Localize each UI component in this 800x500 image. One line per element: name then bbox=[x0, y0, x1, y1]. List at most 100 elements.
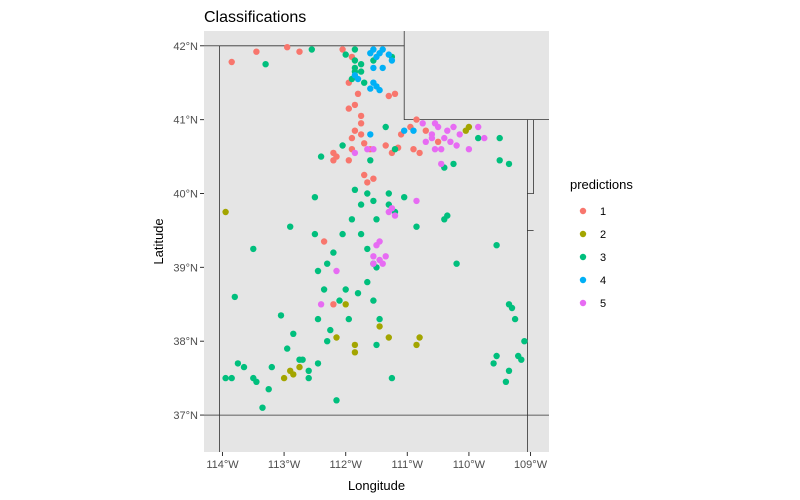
point-class-5 bbox=[382, 253, 389, 260]
point-class-4 bbox=[385, 51, 392, 58]
legend: predictions 1 2 3 4 5 bbox=[570, 177, 633, 310]
point-class-3 bbox=[521, 338, 528, 345]
point-class-5 bbox=[456, 131, 463, 138]
point-class-3 bbox=[277, 312, 285, 319]
point-class-3 bbox=[327, 326, 334, 334]
point-class-3 bbox=[413, 223, 420, 230]
point-class-2 bbox=[465, 123, 473, 131]
point-class-1 bbox=[330, 157, 337, 164]
x-tick-label: 109°W bbox=[514, 459, 548, 471]
legend-label-1: 1 bbox=[600, 206, 606, 218]
point-class-3 bbox=[376, 315, 383, 323]
y-axis: 37°N 38°N 39°N 40°N 41°N 42°N bbox=[173, 41, 204, 422]
legend-label-2: 2 bbox=[600, 229, 606, 241]
point-class-4 bbox=[410, 127, 417, 134]
point-class-3 bbox=[250, 245, 257, 253]
point-class-5 bbox=[438, 160, 445, 168]
point-class-3 bbox=[342, 51, 349, 58]
legend-label-3: 3 bbox=[600, 252, 606, 264]
point-class-5 bbox=[364, 146, 371, 153]
point-class-5 bbox=[450, 123, 457, 131]
point-class-5 bbox=[481, 134, 488, 142]
point-class-3 bbox=[320, 286, 328, 293]
legend-label-5: 5 bbox=[600, 298, 606, 310]
point-class-5 bbox=[441, 134, 448, 142]
point-class-5 bbox=[419, 120, 426, 127]
point-class-1 bbox=[339, 46, 346, 53]
point-class-5 bbox=[465, 146, 473, 153]
x-tick-label: 113°W bbox=[268, 459, 301, 471]
point-class-3 bbox=[339, 230, 346, 238]
point-class-2 bbox=[351, 341, 359, 349]
point-class-5 bbox=[413, 197, 420, 205]
point-class-3 bbox=[505, 160, 513, 168]
point-class-3 bbox=[330, 249, 337, 256]
point-class-3 bbox=[357, 201, 365, 208]
y-tick-label: 41°N bbox=[173, 115, 198, 127]
data-points bbox=[222, 44, 528, 411]
point-class-3 bbox=[370, 197, 377, 205]
x-axis: 114°W 113°W 112°W 111°W 110°W 109°W bbox=[206, 452, 548, 471]
y-tick-label: 39°N bbox=[173, 262, 198, 274]
point-class-1 bbox=[382, 142, 389, 149]
point-class-3 bbox=[502, 378, 510, 385]
point-class-1 bbox=[361, 140, 368, 147]
point-class-4 bbox=[379, 64, 386, 72]
point-class-4 bbox=[401, 127, 408, 134]
point-class-1 bbox=[364, 179, 371, 186]
point-class-3 bbox=[388, 374, 396, 382]
point-class-3 bbox=[268, 363, 275, 371]
point-class-3 bbox=[351, 186, 359, 193]
point-class-5 bbox=[431, 146, 439, 153]
point-class-1 bbox=[351, 101, 359, 109]
point-class-5 bbox=[370, 260, 377, 267]
point-class-1 bbox=[413, 116, 420, 123]
point-class-2 bbox=[222, 208, 229, 216]
chart-title: Classifications bbox=[204, 9, 306, 26]
point-class-3 bbox=[339, 142, 346, 149]
point-class-3 bbox=[364, 245, 371, 253]
point-class-5 bbox=[444, 127, 451, 134]
point-class-3 bbox=[453, 260, 460, 267]
point-class-4 bbox=[376, 86, 383, 94]
point-class-4 bbox=[379, 46, 386, 53]
y-tick-label: 42°N bbox=[173, 41, 198, 53]
point-class-5 bbox=[370, 253, 377, 260]
legend-key-4 bbox=[579, 276, 587, 284]
point-class-1 bbox=[370, 175, 377, 182]
point-class-5 bbox=[373, 242, 380, 249]
point-class-5 bbox=[370, 146, 377, 153]
point-class-5 bbox=[434, 123, 442, 131]
point-class-5 bbox=[379, 260, 386, 267]
point-class-3 bbox=[299, 356, 306, 363]
point-class-3 bbox=[311, 194, 319, 201]
point-class-5 bbox=[317, 301, 325, 308]
point-class-3 bbox=[357, 230, 365, 238]
point-class-3 bbox=[234, 360, 242, 367]
point-class-3 bbox=[354, 290, 362, 297]
point-class-3 bbox=[382, 123, 389, 131]
point-class-3 bbox=[357, 68, 365, 75]
point-class-5 bbox=[385, 208, 392, 216]
point-class-3 bbox=[324, 260, 331, 267]
legend-key-1 bbox=[579, 207, 587, 215]
point-class-3 bbox=[228, 374, 235, 382]
y-tick-label: 37°N bbox=[173, 410, 198, 422]
point-class-2 bbox=[413, 341, 420, 349]
point-class-3 bbox=[370, 297, 377, 304]
point-class-3 bbox=[333, 397, 340, 404]
point-class-4 bbox=[388, 57, 396, 64]
point-class-3 bbox=[496, 134, 503, 142]
point-class-1 bbox=[296, 48, 303, 55]
x-axis-title: Longitude bbox=[348, 478, 405, 493]
point-class-5 bbox=[333, 267, 340, 275]
point-class-3 bbox=[505, 367, 513, 374]
point-class-3 bbox=[284, 345, 291, 352]
point-class-3 bbox=[493, 352, 500, 360]
point-class-3 bbox=[311, 230, 319, 238]
point-class-5 bbox=[453, 142, 460, 149]
legend-label-4: 4 bbox=[600, 275, 606, 287]
point-class-1 bbox=[385, 92, 392, 100]
legend-key-5 bbox=[579, 299, 587, 307]
point-class-1 bbox=[434, 138, 442, 145]
